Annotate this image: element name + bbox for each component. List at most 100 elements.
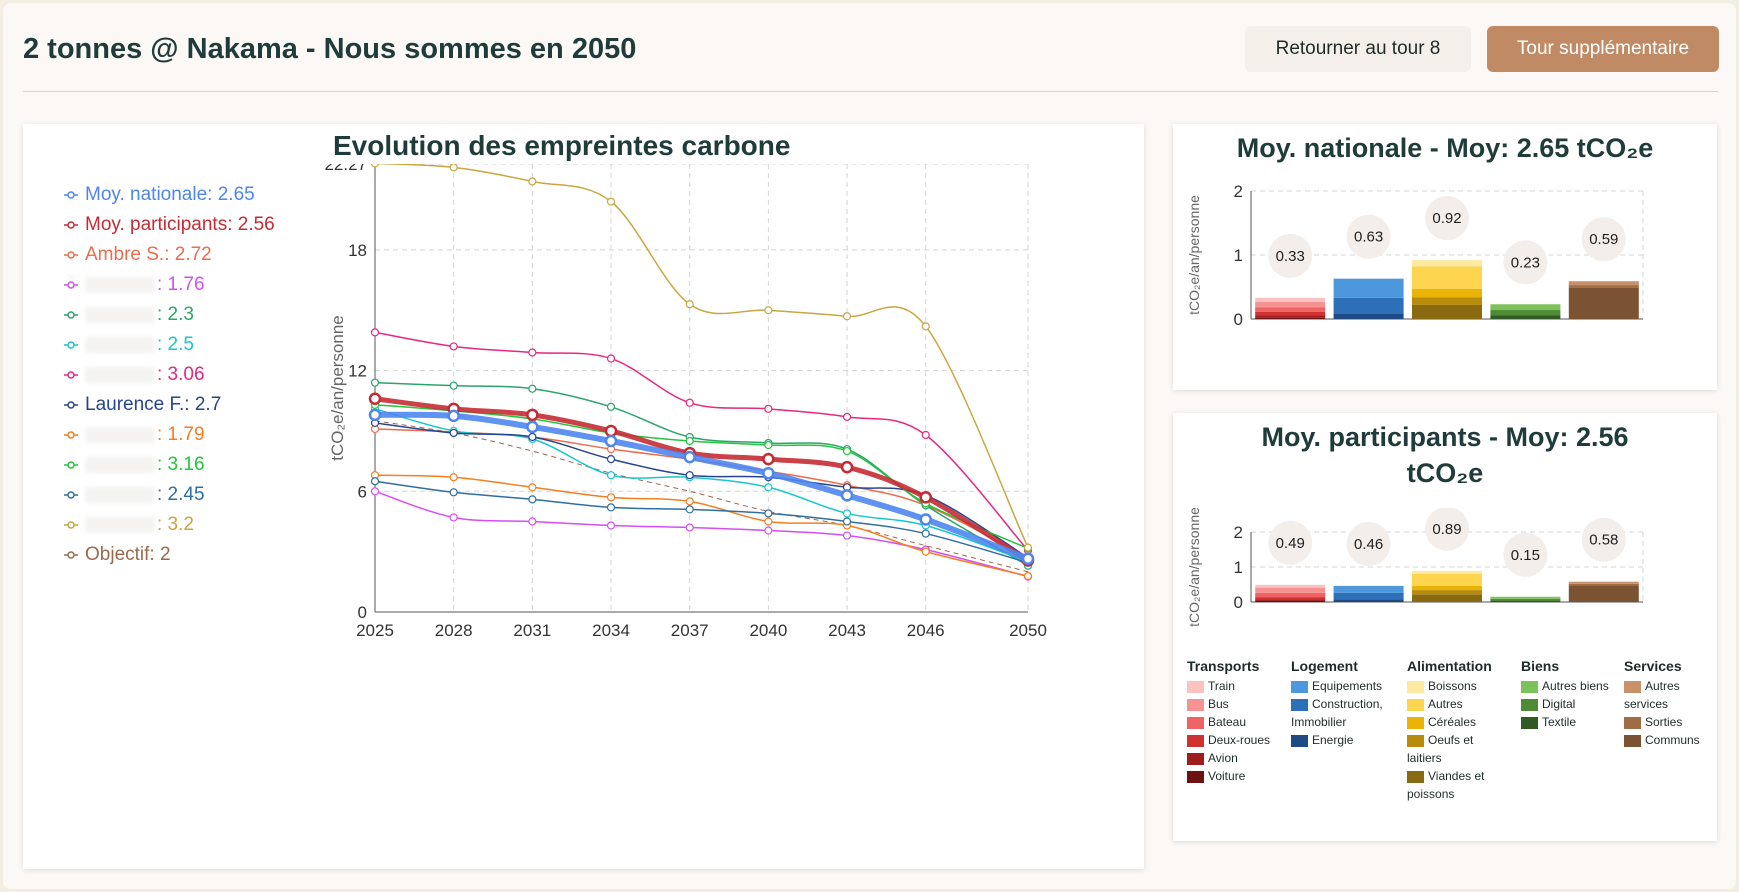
bar-total-label: 0.49 [1276,535,1305,552]
legend-marker-icon [64,461,78,469]
data-point [606,493,616,502]
x-tick-label: 2046 [907,621,945,640]
data-point [528,495,537,504]
legend-item[interactable]: Ambre S.: 2.72 [63,240,275,270]
anonymized-name [85,487,155,503]
category-legend-heading: Transports [1187,658,1260,674]
bar-segment [1333,599,1404,602]
bar-segment [1412,288,1482,298]
bar-biens: 0.23 [1490,240,1561,319]
chart-title: Evolution des empreintes carbone [333,130,791,161]
back-to-turn-button[interactable]: Retourner au tour 8 [1245,26,1471,72]
total-bubble [1268,520,1313,565]
data-point [606,197,616,206]
legend-item[interactable]: Moy. nationale: 2.65 [63,180,275,210]
bar-segment [1255,587,1326,593]
category-legend-entry[interactable]: Deux-roues [1187,731,1279,749]
category-legend-entry[interactable]: Boissons [1407,677,1507,695]
category-legend-label: Communs [1645,733,1700,747]
color-swatch [1187,680,1204,693]
legend-item[interactable]: Objectif: 2 [63,540,275,570]
category-legend-label: Bus [1208,697,1229,711]
category-legend-entry[interactable]: Autres biens [1521,677,1613,695]
legend-item[interactable]: : 2.45 [63,480,275,510]
bar-alimentation: 0.92 [1412,196,1482,319]
category-legend-entry[interactable]: Equipements [1291,677,1391,695]
category-legend-heading: Alimentation [1407,658,1492,674]
national-chart-title: Moy. nationale - Moy: 2.65 tCO₂e [1236,133,1654,163]
category-legend-label: Construction, Immobilier [1291,697,1383,729]
data-point [842,446,852,456]
total-bubble [1503,240,1548,285]
legend-label: : 3.16 [157,454,205,475]
category-legend-heading: Services [1624,658,1682,674]
category-legend-entry[interactable]: Avion [1187,749,1279,767]
category-legend-entry[interactable]: Voiture [1187,767,1279,785]
bar-transports: 0.33 [1255,233,1326,319]
category-legend-entry[interactable]: Bus [1187,695,1279,713]
data-point [762,452,775,466]
bar-total-label: 0.92 [1432,210,1461,227]
data-point [449,342,458,351]
data-point [921,322,930,331]
legend-item[interactable]: : 2.5 [63,330,275,360]
category-legend-entry[interactable]: Energie [1291,731,1391,749]
national-average-card: Moy. nationale - Moy: 2.65 tCO₂e 0 1 2 tCO₂… [1173,124,1717,390]
bar-services: 0.58 [1568,517,1639,602]
legend-item[interactable]: : 3.16 [63,450,275,480]
category-legend-entry[interactable]: Oeufs et laitiers [1407,731,1507,767]
category-legend-entry[interactable]: Textile [1521,713,1613,731]
bar-segment [1333,278,1404,298]
data-point [842,312,852,321]
category-legend-entry[interactable]: Autres services [1624,677,1704,713]
category-legend-entry[interactable]: Communs [1624,731,1704,749]
anonymized-name [85,337,155,353]
category-legend-entry[interactable]: Autres [1407,695,1507,713]
y-tick-label: 12 [348,362,367,381]
legend-item[interactable]: : 3.06 [63,360,275,390]
data-point [370,328,380,337]
bar-segment [1255,297,1326,302]
category-legend-entry[interactable]: Construction, Immobilier [1291,695,1391,731]
series-participant-2 [370,487,1033,581]
legend-item[interactable]: : 2.3 [63,300,275,330]
bar-segment [1412,304,1482,319]
legend-label: Moy. nationale: 2.65 [85,184,255,205]
legend-item[interactable]: : 3.2 [63,510,275,540]
category-legend-entry[interactable]: Sorties [1624,713,1704,731]
bar-segment [1568,583,1639,586]
legend-item[interactable]: Laurence F.: 2.7 [63,390,275,420]
category-legend-label: Viandes et poissons [1407,769,1485,801]
legend-marker-icon [64,341,78,349]
color-swatch [1187,698,1204,711]
legend-marker-icon [64,401,78,409]
category-legend-label: Energie [1312,733,1354,747]
bar-total-label: 0.23 [1511,254,1540,271]
legend-marker-icon [64,221,78,229]
data-point [449,164,458,172]
bar-alimentation: 0.89 [1412,508,1482,602]
extra-turn-button[interactable]: Tour supplémentaire [1487,26,1719,72]
series-participant-5 [370,328,1033,555]
color-swatch [1291,734,1308,747]
category-legend-entry[interactable]: Viandes et poissons [1407,767,1507,803]
category-legend-label: Voiture [1208,769,1246,783]
data-point [606,455,616,464]
legend-item[interactable]: Moy. participants: 2.56 [63,210,275,240]
series-moy-nationale [368,408,1035,565]
category-legend-entry[interactable]: Train [1187,677,1279,695]
category-legend-entry[interactable]: Céréales [1407,713,1507,731]
legend-item[interactable]: : 1.79 [63,420,275,450]
category-legend-entry[interactable]: Digital [1521,695,1613,713]
app-frame: 2 tonnes @ Nakama - Nous sommes en 2050 … [3,3,1736,889]
data-point [683,450,696,464]
category-legend-label: Textile [1542,715,1577,729]
x-tick-label: 2031 [513,621,551,640]
color-swatch [1521,716,1538,729]
evolution-chart-card: Evolution des empreintes carbone Moy. na… [23,124,1144,869]
color-swatch [1521,698,1538,711]
participants-title-line2: tCO₂e [1406,458,1484,488]
legend-item[interactable]: : 1.76 [63,270,275,300]
data-point [1023,543,1033,552]
category-legend-entry[interactable]: Bateau [1187,713,1279,731]
